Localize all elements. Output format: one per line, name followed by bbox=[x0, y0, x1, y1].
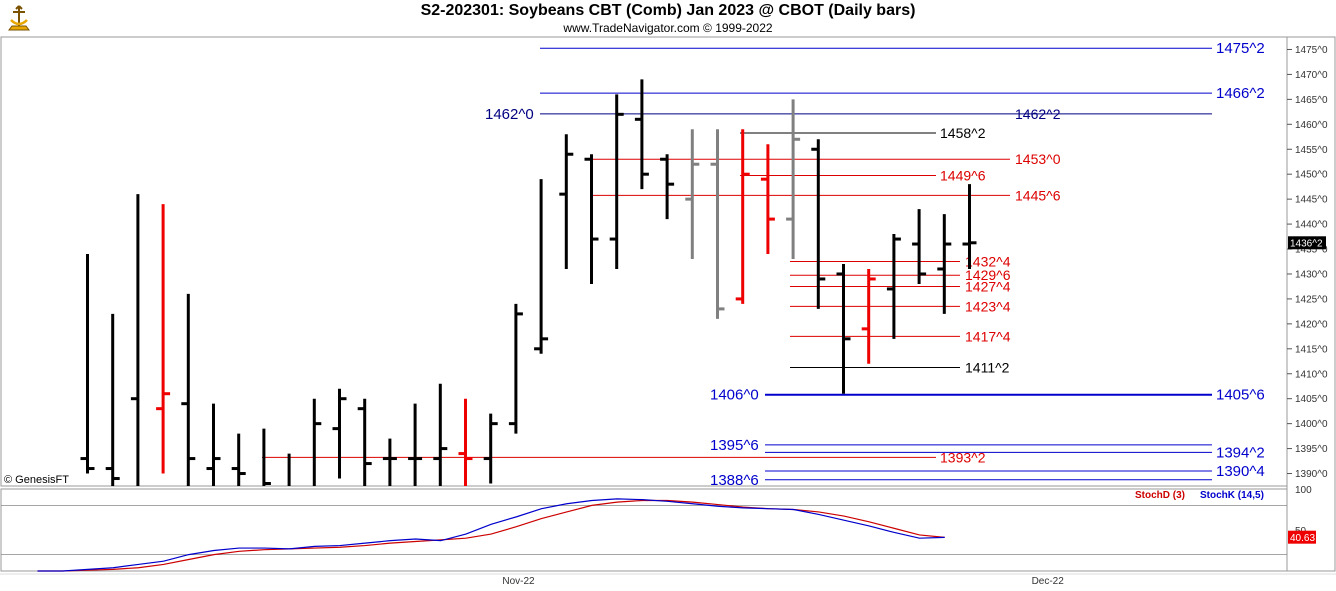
price-tick-label: 1470^0 bbox=[1295, 70, 1328, 81]
level-label-left: 1388^6 bbox=[710, 472, 759, 489]
ohlc-bars bbox=[80, 79, 977, 486]
level-label-right: 1458^2 bbox=[940, 125, 986, 141]
level-label-left: 1395^6 bbox=[710, 437, 759, 454]
level-label-right: 1423^4 bbox=[965, 298, 1011, 314]
current-price-label: 1436^2 bbox=[1290, 238, 1323, 249]
level-label-right: 1462^2 bbox=[1015, 106, 1061, 122]
price-tick-label: 1445^0 bbox=[1295, 195, 1328, 206]
level-label-right: 1432^4 bbox=[965, 254, 1011, 270]
level-label-right: 1393^2 bbox=[940, 449, 986, 465]
chart-title: S2-202301: Soybeans CBT (Comb) Jan 2023 … bbox=[420, 2, 916, 19]
price-tick-label: 1410^0 bbox=[1295, 369, 1328, 380]
stoch-tick-label: 100 bbox=[1295, 485, 1312, 496]
price-tick-label: 1465^0 bbox=[1295, 95, 1328, 106]
price-tick-label: 1425^0 bbox=[1295, 294, 1328, 305]
level-label-right: 1429^6 bbox=[965, 267, 1011, 283]
x-axis-label: Dec-22 bbox=[1032, 576, 1065, 587]
legend-stochD: StochD (3) bbox=[1135, 490, 1185, 501]
stoch-current-label: 40.63 bbox=[1290, 533, 1315, 544]
x-axis-label: Nov-22 bbox=[502, 576, 535, 587]
chart-subtitle: www.TradeNavigator.com © 1999-2022 bbox=[563, 21, 773, 35]
price-tick-label: 1460^0 bbox=[1295, 120, 1328, 131]
stochastic-panel bbox=[0, 488, 1288, 572]
level-label-right: 1466^2 bbox=[1216, 85, 1265, 102]
legend-stochK: StochK (14,5) bbox=[1200, 490, 1264, 501]
right-axis bbox=[1286, 36, 1336, 572]
stoch-current-badge bbox=[1288, 530, 1316, 544]
price-tick-label: 1455^0 bbox=[1295, 145, 1328, 156]
price-tick-label: 1435^0 bbox=[1295, 245, 1328, 256]
level-label-right: 1475^2 bbox=[1216, 40, 1265, 57]
price-tick-label: 1420^0 bbox=[1295, 319, 1328, 330]
stochK-line bbox=[37, 498, 945, 572]
price-tick-label: 1400^0 bbox=[1295, 419, 1328, 430]
price-tick-label: 1450^0 bbox=[1295, 170, 1328, 181]
level-label-right: 1390^4 bbox=[1216, 463, 1265, 480]
price-tick-label: 1415^0 bbox=[1295, 344, 1328, 355]
level-label-left: 1406^0 bbox=[710, 387, 759, 404]
price-tick-label: 1475^0 bbox=[1295, 45, 1328, 56]
level-label-right: 1417^4 bbox=[965, 328, 1011, 344]
level-label-right: 1453^0 bbox=[1015, 151, 1061, 167]
level-label-right: 1427^4 bbox=[965, 278, 1011, 294]
price-tick-label: 1395^0 bbox=[1295, 444, 1328, 455]
price-tick-label: 1440^0 bbox=[1295, 220, 1328, 231]
price-tick-label: 1390^0 bbox=[1295, 469, 1328, 480]
level-label-right: 1411^2 bbox=[965, 360, 1010, 376]
price-panel bbox=[0, 36, 1288, 487]
level-label-right: 1449^6 bbox=[940, 167, 986, 183]
watermark: © GenesisFT bbox=[4, 474, 69, 486]
level-label-right: 1405^6 bbox=[1216, 387, 1265, 404]
level-label-left: 1462^0 bbox=[485, 106, 534, 123]
price-tick-label: 1430^0 bbox=[1295, 269, 1328, 280]
level-label-right: 1394^2 bbox=[1216, 444, 1265, 461]
price-tick-label: 1405^0 bbox=[1295, 394, 1328, 405]
level-label-right: 1445^6 bbox=[1015, 187, 1061, 203]
current-price-badge bbox=[1288, 236, 1326, 250]
genesis-logo-icon bbox=[8, 5, 30, 31]
